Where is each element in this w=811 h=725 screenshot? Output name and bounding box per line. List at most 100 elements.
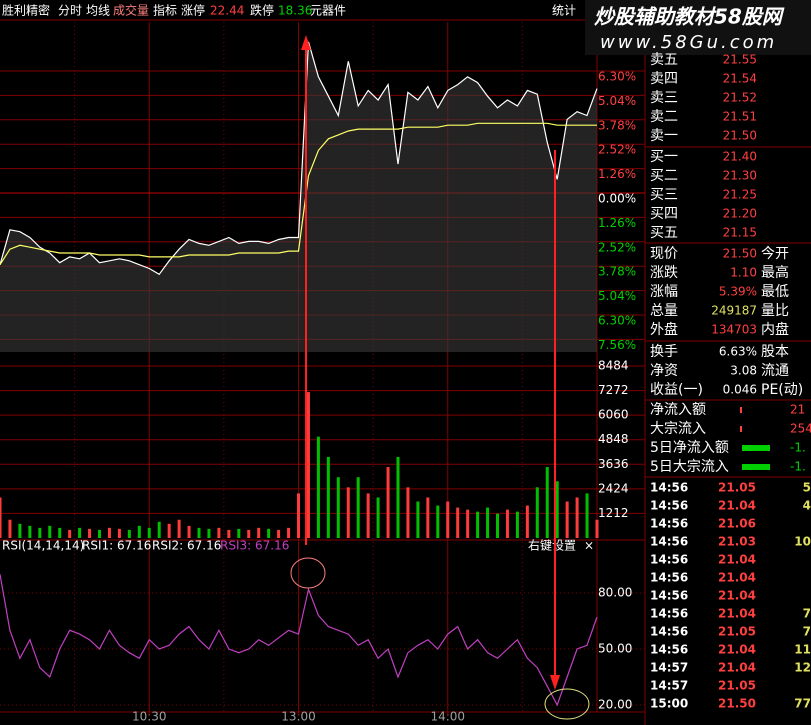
tick-time: 14:57 bbox=[650, 661, 688, 675]
stats-button[interactable]: 统计 bbox=[552, 4, 576, 18]
book-label: 买一 bbox=[650, 149, 678, 165]
y-tick-label: 20.00 bbox=[598, 698, 632, 712]
watermark-bg bbox=[585, 0, 811, 55]
rsi-legend: RSI1: 67.16 bbox=[82, 539, 151, 553]
quote-label: 总量 bbox=[650, 303, 678, 319]
rsi-settings[interactable]: 右键设置 bbox=[528, 538, 576, 553]
volume-bar bbox=[525, 505, 529, 538]
stock-name[interactable]: 胜利精密 bbox=[2, 3, 50, 18]
rsi-close[interactable]: × bbox=[584, 539, 594, 553]
menu-item[interactable]: 指标 bbox=[153, 3, 177, 18]
volume-bar bbox=[416, 501, 420, 538]
quote-label: 股本 bbox=[761, 344, 789, 360]
book-label: 买二 bbox=[650, 168, 678, 184]
quote-value: 21.50 bbox=[723, 247, 757, 261]
volume-bar bbox=[396, 456, 400, 538]
quote-label: 现价 bbox=[650, 246, 678, 262]
book-price: 21.51 bbox=[723, 110, 757, 124]
flow-indicator bbox=[740, 407, 742, 413]
y-tick-label: 2.52% bbox=[598, 240, 636, 254]
quote-value: 6.63% bbox=[719, 345, 757, 359]
tick-time: 14:56 bbox=[650, 589, 688, 603]
tick-time: 14:56 bbox=[650, 481, 688, 495]
y-tick-label: 80.00 bbox=[598, 586, 632, 600]
tick-price: 21.04 bbox=[718, 661, 756, 675]
volume-bar bbox=[8, 519, 12, 538]
tick-time: 14:56 bbox=[650, 499, 688, 513]
watermark: 炒股辅助教材58股网 www.58Gu.com bbox=[585, 0, 811, 55]
book-label: 卖三 bbox=[650, 90, 678, 106]
quote-label: 外盘 bbox=[650, 321, 678, 338]
volume-bar bbox=[107, 527, 111, 538]
tick-price: 21.03 bbox=[718, 535, 756, 549]
volume-bar bbox=[595, 519, 599, 538]
volume-bar bbox=[217, 527, 221, 538]
quote-label: 流通 bbox=[761, 363, 789, 379]
volume-bar bbox=[247, 529, 251, 538]
highlight-circle bbox=[544, 688, 590, 720]
y-tick-label: 6060 bbox=[598, 408, 629, 422]
book-price: 21.54 bbox=[723, 72, 757, 86]
book-price: 21.20 bbox=[723, 207, 757, 221]
book-label: 卖二 bbox=[650, 109, 678, 125]
watermark-url: www.58Gu.com bbox=[600, 32, 777, 53]
book-label: 买五 bbox=[650, 225, 678, 241]
menu-item[interactable]: 均线 bbox=[86, 4, 110, 18]
tick-volume: 10 bbox=[794, 535, 811, 549]
volume-bar bbox=[505, 509, 509, 538]
volume-bar bbox=[545, 467, 549, 538]
book-label: 买四 bbox=[650, 206, 678, 222]
tick-time: 14:56 bbox=[650, 571, 688, 585]
volume-bar bbox=[376, 497, 380, 538]
y-tick-label: 6.30% bbox=[598, 69, 636, 83]
quote-label: 今开 bbox=[761, 246, 789, 262]
volume-bar bbox=[58, 527, 62, 538]
quote-value: 249187 bbox=[711, 304, 757, 318]
volume-bar bbox=[227, 529, 231, 538]
volume-bar bbox=[486, 507, 490, 538]
volume-bar bbox=[127, 529, 131, 538]
rsi-title: RSI(14,14,14) bbox=[2, 539, 84, 553]
flow-value: -1. bbox=[790, 441, 806, 455]
tick-volume: 5 bbox=[803, 481, 811, 495]
menu-item[interactable]: 成交量 bbox=[113, 3, 149, 18]
book-price: 21.52 bbox=[723, 91, 757, 105]
volume-bar bbox=[456, 507, 460, 538]
highlight-circle bbox=[290, 557, 326, 589]
flow-label: 5日净流入额 bbox=[650, 440, 729, 456]
limit-down: 18.36 bbox=[278, 4, 312, 18]
quote-label: 量比 bbox=[761, 303, 789, 319]
tick-price: 21.05 bbox=[718, 481, 756, 495]
series-line bbox=[0, 122, 597, 266]
tick-volume: 77 bbox=[794, 697, 811, 711]
series-line bbox=[0, 574, 598, 707]
volume-bar bbox=[177, 519, 181, 538]
tick-price: 21.04 bbox=[718, 553, 756, 567]
volume-bar bbox=[187, 525, 191, 538]
flow-indicator bbox=[740, 426, 742, 432]
tick-volume: 7 bbox=[803, 625, 811, 639]
volume-bar bbox=[476, 511, 480, 538]
volume-bar bbox=[336, 477, 340, 538]
tick-price: 21.50 bbox=[718, 697, 756, 711]
volume-bar bbox=[466, 509, 470, 538]
y-tick-label: 5.04% bbox=[598, 289, 636, 303]
y-tick-label: 7272 bbox=[598, 383, 629, 397]
book-label: 卖四 bbox=[650, 71, 678, 87]
book-price: 21.50 bbox=[723, 129, 757, 143]
book-label: 卖一 bbox=[650, 128, 678, 144]
quote-label: 内盘 bbox=[761, 321, 789, 338]
volume-bar bbox=[167, 523, 171, 538]
sector[interactable]: 元器件 bbox=[310, 4, 346, 18]
y-tick-label: 2.52% bbox=[598, 143, 636, 157]
menu-item[interactable]: 分时 bbox=[58, 4, 82, 18]
x-tick-label: 13:00 bbox=[281, 710, 316, 724]
volume-bar bbox=[88, 528, 92, 538]
volume-bar bbox=[297, 493, 300, 538]
y-tick-label: 1.26% bbox=[598, 167, 636, 181]
flow-label: 大宗流入 bbox=[650, 421, 706, 437]
book-price: 21.25 bbox=[723, 188, 757, 202]
volume-bar bbox=[366, 493, 370, 538]
y-tick-label: 3.78% bbox=[598, 118, 636, 132]
x-tick-label: 10:30 bbox=[132, 710, 167, 724]
